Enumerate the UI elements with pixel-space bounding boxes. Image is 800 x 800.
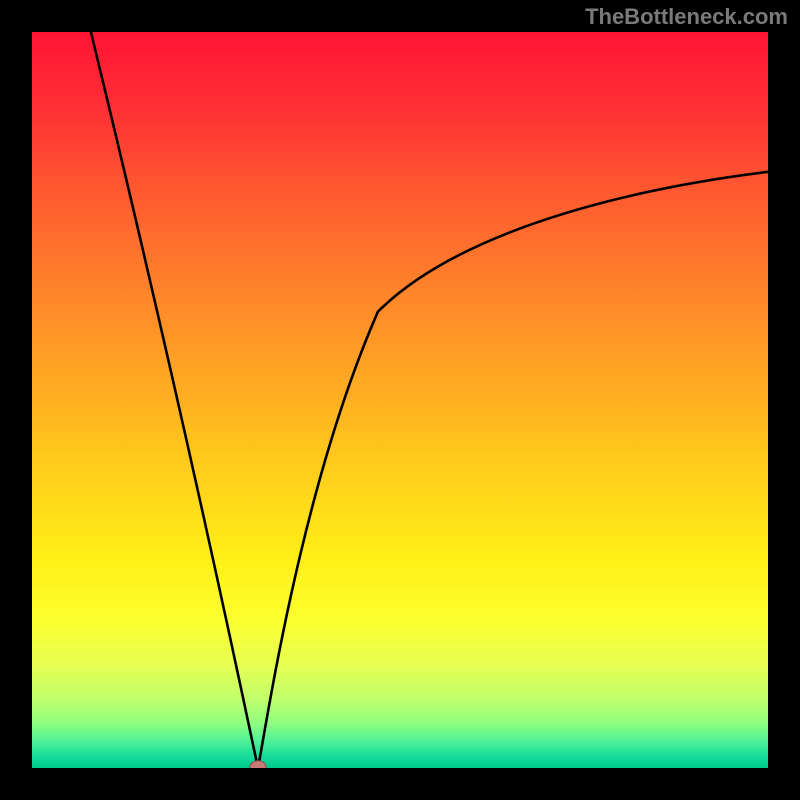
plot-svg <box>32 32 768 768</box>
watermark-text: TheBottleneck.com <box>585 4 788 30</box>
gradient-background <box>32 32 768 768</box>
chart-container: TheBottleneck.com <box>0 0 800 800</box>
plot-area <box>32 32 768 768</box>
